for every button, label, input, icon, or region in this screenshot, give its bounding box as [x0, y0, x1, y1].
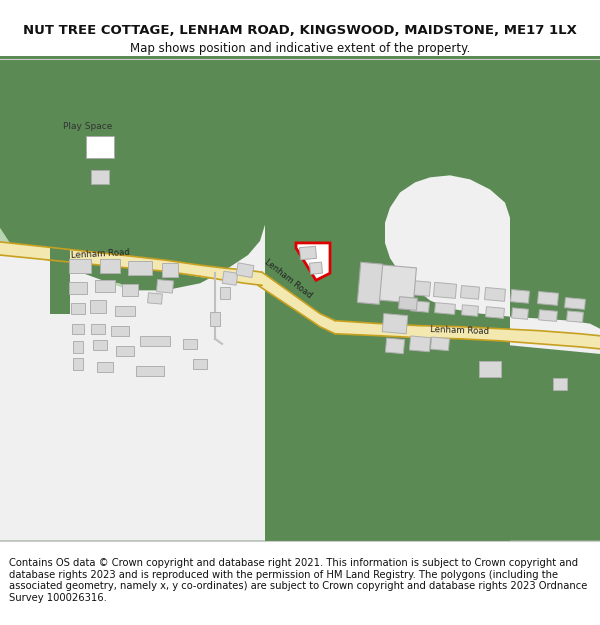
- Polygon shape: [86, 136, 114, 158]
- Polygon shape: [0, 56, 130, 490]
- Polygon shape: [431, 337, 449, 351]
- Polygon shape: [433, 282, 457, 298]
- Polygon shape: [512, 308, 529, 319]
- Polygon shape: [565, 298, 586, 309]
- Polygon shape: [183, 339, 197, 349]
- Polygon shape: [91, 170, 109, 184]
- Polygon shape: [193, 359, 207, 369]
- Polygon shape: [382, 314, 408, 334]
- Polygon shape: [409, 281, 431, 296]
- Polygon shape: [73, 358, 83, 370]
- Polygon shape: [479, 361, 501, 377]
- Polygon shape: [220, 288, 230, 299]
- Polygon shape: [409, 336, 431, 352]
- Polygon shape: [538, 291, 559, 306]
- Polygon shape: [310, 262, 322, 274]
- Text: Map shows position and indicative extent of the property.: Map shows position and indicative extent…: [130, 42, 470, 55]
- Polygon shape: [115, 306, 135, 316]
- Polygon shape: [140, 336, 170, 346]
- Polygon shape: [299, 246, 316, 260]
- Polygon shape: [553, 378, 567, 390]
- Polygon shape: [116, 346, 134, 356]
- Polygon shape: [71, 304, 85, 314]
- Polygon shape: [461, 286, 479, 299]
- Polygon shape: [0, 242, 262, 286]
- Text: NUT TREE COTTAGE, LENHAM ROAD, KINGSWOOD, MAIDSTONE, ME17 1LX: NUT TREE COTTAGE, LENHAM ROAD, KINGSWOOD…: [23, 24, 577, 36]
- Polygon shape: [157, 279, 173, 293]
- Polygon shape: [93, 340, 107, 350]
- Polygon shape: [100, 259, 120, 273]
- Polygon shape: [91, 324, 105, 334]
- Polygon shape: [485, 307, 505, 318]
- Polygon shape: [162, 263, 178, 278]
- Polygon shape: [111, 326, 129, 336]
- Text: Lenham Road: Lenham Road: [70, 248, 130, 260]
- Polygon shape: [461, 305, 478, 316]
- Polygon shape: [434, 302, 455, 314]
- Polygon shape: [385, 338, 404, 354]
- Polygon shape: [73, 341, 83, 353]
- Polygon shape: [370, 176, 600, 541]
- Text: Lenham Road: Lenham Road: [430, 325, 490, 336]
- Polygon shape: [210, 311, 220, 326]
- Polygon shape: [357, 262, 383, 304]
- Polygon shape: [265, 248, 600, 541]
- Polygon shape: [50, 243, 70, 314]
- Polygon shape: [148, 292, 163, 304]
- Polygon shape: [69, 259, 91, 273]
- Polygon shape: [0, 225, 265, 541]
- Polygon shape: [410, 301, 430, 312]
- Polygon shape: [128, 261, 152, 275]
- Text: Lenham Road: Lenham Road: [263, 257, 313, 299]
- Polygon shape: [539, 310, 557, 321]
- Polygon shape: [95, 280, 115, 292]
- Polygon shape: [296, 243, 330, 280]
- Text: Contains OS data © Crown copyright and database right 2021. This information is : Contains OS data © Crown copyright and d…: [9, 558, 587, 603]
- Polygon shape: [97, 362, 113, 372]
- Polygon shape: [90, 301, 106, 312]
- Polygon shape: [485, 288, 505, 301]
- Polygon shape: [136, 366, 164, 376]
- Polygon shape: [398, 297, 418, 310]
- Polygon shape: [511, 289, 529, 303]
- Polygon shape: [72, 324, 84, 334]
- Text: Play Space: Play Space: [64, 122, 113, 131]
- Polygon shape: [258, 272, 335, 334]
- Polygon shape: [222, 271, 238, 285]
- Polygon shape: [0, 56, 600, 541]
- Polygon shape: [69, 282, 87, 294]
- Polygon shape: [236, 263, 254, 278]
- Polygon shape: [122, 284, 138, 296]
- Polygon shape: [364, 264, 416, 303]
- Polygon shape: [566, 311, 583, 322]
- Polygon shape: [335, 321, 600, 349]
